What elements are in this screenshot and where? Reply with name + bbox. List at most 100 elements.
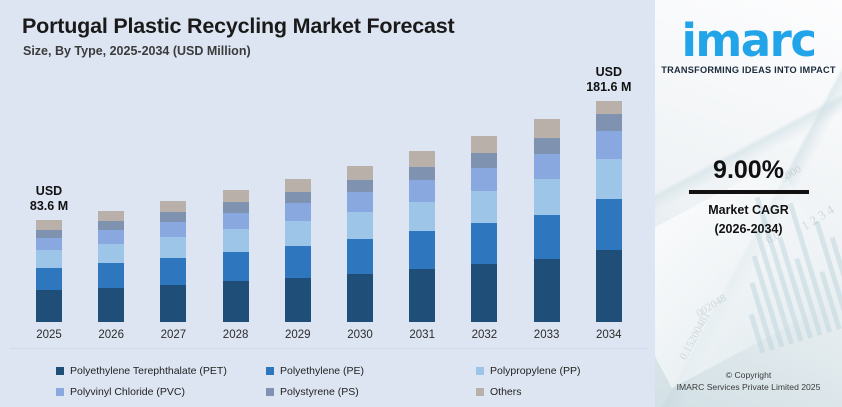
copyright-line-1: © Copyright [725, 370, 772, 380]
bar-segment [222, 229, 249, 253]
bar-2030[interactable] [347, 165, 373, 323]
imarc-logo: imarc TRANSFORMING IDEAS INTO IMPACT [655, 18, 842, 76]
bar-segment [471, 264, 498, 322]
bar-2033[interactable] [533, 119, 560, 322]
brand-panel: 1 2 3 4 0.0 5000 0.15200481 002048 imarc… [655, 0, 842, 407]
x-axis-label-2028: 2028 [222, 329, 249, 341]
bar-segment [160, 284, 187, 322]
x-axis-label-2027: 2027 [160, 329, 187, 341]
bar-segment [284, 178, 311, 192]
bar-segment [471, 190, 498, 224]
bar-segment [409, 151, 436, 167]
x-axis-label-2029: 2029 [285, 329, 311, 341]
x-axis-label-2025: 2025 [36, 329, 62, 341]
bar-segment [347, 238, 373, 274]
page-title: Portugal Plastic Recycling Market Foreca… [22, 14, 455, 38]
bar-segment [222, 212, 249, 230]
bar-segment [533, 153, 560, 180]
bar-2029[interactable] [284, 178, 311, 322]
bar-segment [595, 250, 622, 322]
first-bar-value-currency: USD [35, 184, 63, 199]
bar-segment [347, 211, 373, 239]
bar-segment [409, 269, 436, 322]
legend-item[interactable]: Polyethylene Terephthalate (PET) [56, 365, 266, 377]
imarc-tagline: TRANSFORMING IDEAS INTO IMPACT [661, 65, 836, 75]
bar-segment [595, 199, 622, 251]
cagr-block: 9.00% Market CAGR (2026-2034) [655, 155, 842, 239]
legend-label: Polyethylene Terephthalate (PET) [70, 364, 227, 377]
bar-segment [409, 166, 436, 181]
bar-segment [471, 223, 498, 265]
bar-segment [98, 263, 125, 288]
legend-swatch-icon [266, 387, 274, 396]
cagr-period: (2026-2034) [714, 222, 783, 236]
bar-2031[interactable] [409, 151, 436, 322]
x-axis-label-2026: 2026 [98, 329, 124, 341]
bar-2027[interactable] [160, 201, 187, 322]
bar-2025[interactable] [36, 220, 62, 322]
bar-2032[interactable] [471, 135, 498, 322]
legend-label: Polyvinyl Chloride (PVC) [70, 385, 185, 398]
bar-segment [471, 135, 498, 153]
bar-segment [36, 290, 62, 322]
bar-2028[interactable] [222, 190, 249, 322]
bar-segment [36, 220, 62, 230]
x-axis-line [10, 348, 648, 349]
x-axis-label-2033: 2033 [533, 329, 560, 341]
bar-segment [36, 250, 62, 269]
bar-segment [347, 165, 373, 180]
bar-segment [409, 231, 436, 270]
last-bar-value-amount: 181.6 M [586, 79, 632, 94]
bar-segment [222, 190, 249, 203]
legend-item[interactable]: Polystyrene (PS) [266, 386, 476, 398]
chart-panel: Portugal Plastic Recycling Market Foreca… [10, 14, 656, 398]
bar-segment [98, 287, 125, 322]
bar-segment [347, 179, 373, 193]
bar-segment [36, 237, 62, 251]
bar-segment [347, 192, 373, 212]
bar-segment [284, 220, 311, 246]
bar-segment [533, 137, 560, 154]
stacked-bar-plot: 2025 2026 2027 2028 2029 2030 2031 2032 2033 2034 [36, 101, 622, 341]
legend-label: Polystyrene (PS) [280, 385, 359, 398]
bar-segment [160, 221, 187, 237]
bar-segment [471, 167, 498, 191]
bar-segment [595, 101, 622, 114]
copyright-notice: © Copyright IMARC Services Private Limit… [655, 369, 842, 393]
bar-segment [284, 277, 311, 322]
legend-swatch-icon [476, 387, 484, 396]
bar-segment [409, 201, 436, 232]
bar-segment [471, 152, 498, 168]
x-axis-label-2031: 2031 [409, 329, 435, 341]
legend-label: Others [490, 385, 522, 398]
bar-segment [595, 158, 622, 200]
bar-segment [160, 257, 187, 285]
bar-segment [595, 113, 622, 131]
bar-segment [160, 201, 187, 213]
bar-segment [284, 191, 311, 203]
chart-subtitle: Size, By Type, 2025-2034 (USD Million) [23, 44, 251, 58]
x-axis-label-2030: 2030 [347, 329, 373, 341]
last-bar-value-label: USD 181.6 M [569, 65, 649, 94]
bar-segment [98, 211, 125, 222]
bar-segment [160, 236, 187, 258]
legend-swatch-icon [476, 366, 484, 375]
bar-2034[interactable] [595, 101, 622, 322]
legend-item[interactable]: Polypropylene (PP) [476, 365, 656, 377]
bar-segment [284, 245, 311, 278]
bar-segment [533, 119, 560, 138]
bar-segment [284, 202, 311, 221]
legend-item[interactable]: Polyethylene (PE) [266, 365, 476, 377]
bar-2026[interactable] [98, 211, 125, 322]
bar-segment [595, 130, 622, 159]
bar-segment [98, 221, 125, 231]
legend-item[interactable]: Others [476, 386, 656, 398]
x-axis-label-2034: 2034 [596, 329, 622, 341]
bar-segment [533, 179, 560, 215]
bar-segment [160, 212, 187, 222]
legend-item[interactable]: Polyvinyl Chloride (PVC) [56, 386, 266, 398]
bar-segment [222, 202, 249, 213]
last-bar-value-currency: USD [595, 65, 622, 79]
legend-swatch-icon [266, 366, 274, 375]
